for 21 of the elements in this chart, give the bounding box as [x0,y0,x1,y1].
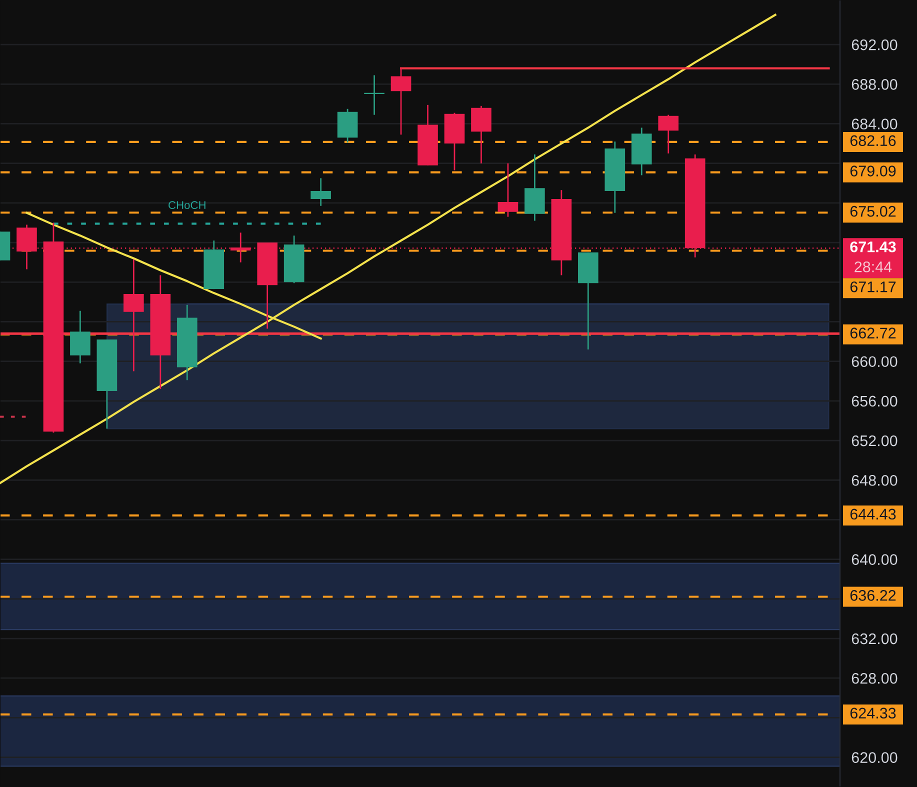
ref-line-label: 679.09 [850,166,896,176]
y-tick-label: 648.00 [852,474,898,486]
y-tick-label: 640.00 [852,554,898,565]
y-tick-label: 684.00 [852,118,898,130]
ref-line-label: 644.43 [850,508,896,520]
y-tick-label: 660.00 [852,356,898,368]
ref-line-label: 671.17 [850,281,896,292]
ref-line-label: 675.02 [850,206,896,217]
ref-line-label: 624.33 [850,708,896,719]
y-tick-label: 652.00 [852,435,898,446]
y-tick-label: 692.00 [852,39,898,50]
y-tick-label: 628.00 [852,672,898,684]
ref-line-label: 671.43 28:44 [850,241,896,272]
series-label: CHoCH [168,201,206,210]
ref-line-label: 682.16 [850,135,896,146]
y-tick-label: 632.00 [852,633,898,644]
ref-line-label: 636.22 [850,590,896,601]
y-tick-label: 656.00 [852,396,898,407]
y-tick-label: 688.00 [852,79,898,90]
y-tick-label: 620.00 [852,752,898,763]
ref-line-label: 662.72 [850,328,896,338]
